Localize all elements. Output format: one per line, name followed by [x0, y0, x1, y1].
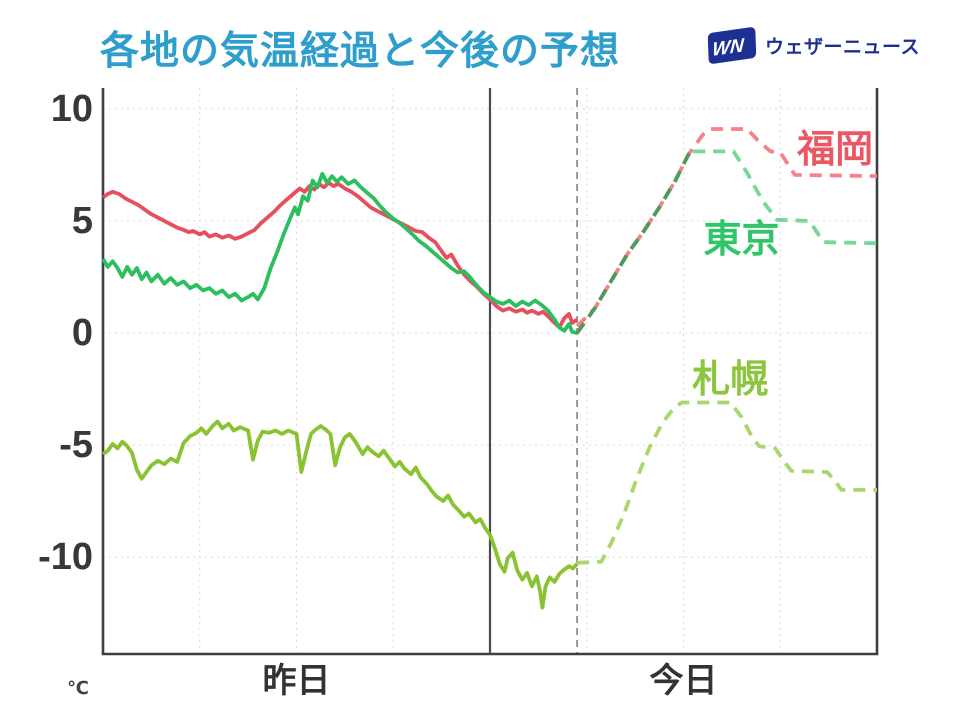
weathernews-logo-text: ウェザーニュース: [765, 37, 921, 58]
series-福岡-past: [101, 180, 579, 330]
y-tick-label: -10: [38, 536, 93, 578]
y-tick-label: -5: [59, 424, 93, 466]
series-label-東京: 東京: [704, 219, 780, 261]
series-札幌-forecast: [577, 400, 877, 565]
series-label-札幌: 札幌: [692, 359, 768, 401]
series-東京-past: [101, 171, 578, 335]
series-東京-forecast: [693, 149, 878, 246]
series-福岡-forecast: [575, 127, 878, 328]
series-東京-forecast-overlap: [575, 149, 695, 335]
series-label-福岡: 福岡: [796, 129, 873, 171]
x-axis-label-昨日: 昨日: [263, 662, 331, 700]
y-tick-label: 10: [51, 88, 93, 130]
y-tick-label: 5: [72, 200, 93, 242]
x-axis-label-今日: 今日: [650, 661, 718, 700]
series-札幌-past: [101, 419, 579, 610]
y-tick-label: 0: [72, 312, 93, 354]
weathernews-logo: WN ウェザーニュース: [707, 26, 921, 65]
y-axis-unit-label: ℃: [67, 678, 89, 698]
chart-title: 各地の気温経過と今後の予想: [100, 30, 621, 73]
